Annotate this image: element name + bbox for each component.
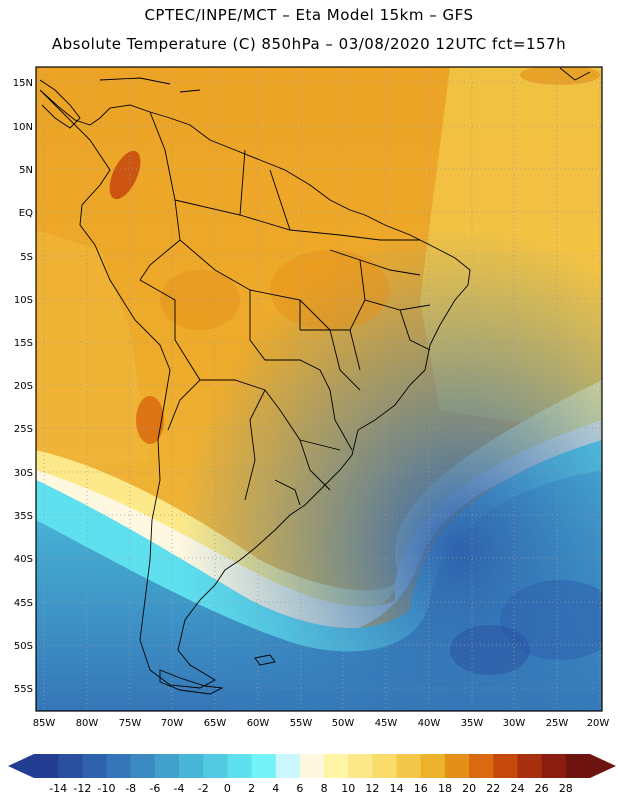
colorbar-swatch <box>444 754 470 778</box>
lon-tick-label: 45W <box>375 718 398 729</box>
caribbean-islands <box>99 67 591 93</box>
colorbar-label: 0 <box>224 782 231 795</box>
colorbar-swatch <box>541 754 567 778</box>
colorbar-label: 2 <box>248 782 255 795</box>
colorbar-swatch <box>420 754 446 778</box>
colorbar-label: 8 <box>321 782 328 795</box>
map-title-line2: Absolute Temperature (C) 850hPa – 03/08/… <box>51 35 567 53</box>
colorbar-label: 28 <box>559 782 573 795</box>
colorbar-swatch <box>58 754 83 778</box>
lat-tick-label: 35S <box>14 511 33 522</box>
brazil-state-borders <box>299 249 431 371</box>
lat-tick-label: 25S <box>14 424 33 435</box>
lon-tick-label: 35W <box>461 718 484 729</box>
lat-tick-label: 55S <box>14 684 33 695</box>
lat-lon-grid <box>36 67 602 711</box>
lat-tick-label: 50S <box>14 641 33 652</box>
colorbar-label: 16 <box>414 782 428 795</box>
lon-tick-label: 60W <box>247 718 270 729</box>
lon-tick-label: 50W <box>332 718 355 729</box>
lon-tick-label: 55W <box>290 718 313 729</box>
lon-tick-label: 75W <box>119 718 142 729</box>
colorbar-swatch <box>324 754 349 778</box>
colorbar: -14 -12 -10 -8 -6 -4 -2 0 2 4 6 8 10 12 14 16 18 20 22 24 26… <box>8 754 616 795</box>
colorbar-swatch <box>251 754 277 778</box>
colorbar-swatch <box>348 754 373 778</box>
lat-tick-label: 5S <box>20 252 33 263</box>
colorbar-swatch <box>469 754 494 778</box>
lat-tick-label: 30S <box>14 468 33 479</box>
colorbar-swatch <box>227 754 252 778</box>
colorbar-swatch <box>130 754 156 778</box>
lon-tick-label: 40W <box>418 718 441 729</box>
colorbar-arrow-low <box>8 754 34 778</box>
colorbar-label: -2 <box>198 782 209 795</box>
lat-tick-label: 40S <box>14 554 33 565</box>
map-title-line1: CPTEC/INPE/MCT – Eta Model 15km – GFS <box>144 6 474 24</box>
tierra-del-fuego <box>159 669 224 695</box>
colorbar-label: 14 <box>390 782 404 795</box>
colorbar-swatch <box>82 754 107 778</box>
colorbar-label: -8 <box>125 782 136 795</box>
lat-tick-label: 20S <box>14 381 33 392</box>
colorbar-label: 10 <box>341 782 355 795</box>
lat-tick-label: 45S <box>14 598 33 609</box>
colorbar-label: -12 <box>73 782 91 795</box>
coastlines-borders <box>39 67 591 695</box>
lon-tick-label: 85W <box>33 718 56 729</box>
colorbar-label: -6 <box>149 782 160 795</box>
colorbar-label: 22 <box>486 782 500 795</box>
lon-tick-label: 30W <box>503 718 526 729</box>
lat-tick-label: EQ <box>19 208 33 219</box>
lat-tick-label: 15S <box>14 338 33 349</box>
central-america-coastline <box>39 79 81 129</box>
lon-axis: 85W 80W 75W 70W 65W 60W 55W 50W 45W 40W … <box>33 718 610 729</box>
colorbar-swatch <box>565 754 591 778</box>
lat-tick-label: 5N <box>19 165 33 176</box>
colorbar-swatch <box>179 754 204 778</box>
colorbar-swatch <box>299 754 325 778</box>
lon-tick-label: 65W <box>204 718 227 729</box>
lat-tick-label: 10N <box>13 122 33 133</box>
lat-tick-label: 10S <box>14 295 33 306</box>
colorbar-label: -14 <box>49 782 67 795</box>
colorbar-label: 6 <box>296 782 303 795</box>
colorbar-swatch <box>372 754 398 778</box>
colorbar-swatch <box>517 754 543 778</box>
colorbar-swatch <box>275 754 301 778</box>
colorbar-label: 18 <box>438 782 452 795</box>
lat-axis: 15N 10N 5N EQ 5S 10S 15S 20S 25S 30S 35S… <box>13 78 33 695</box>
colorbar-label: 24 <box>510 782 524 795</box>
colorbar-label: 20 <box>462 782 476 795</box>
colorbar-swatch <box>396 754 422 778</box>
temperature-field <box>36 67 602 711</box>
lon-tick-label: 80W <box>76 718 99 729</box>
colorbar-swatch <box>34 754 59 778</box>
lon-tick-label: 25W <box>546 718 569 729</box>
colorbar-label: -4 <box>174 782 185 795</box>
colorbar-swatch <box>154 754 180 778</box>
lon-tick-label: 70W <box>161 718 184 729</box>
colorbar-swatch <box>203 754 228 778</box>
colorbar-label: 12 <box>365 782 379 795</box>
colorbar-arrow-high <box>590 754 616 778</box>
lon-tick-label: 20W <box>587 718 610 729</box>
colorbar-label: 4 <box>272 782 279 795</box>
colorbar-swatch <box>493 754 518 778</box>
map-frame <box>35 66 603 712</box>
falkland-islands <box>254 654 276 666</box>
colorbar-label: -10 <box>98 782 116 795</box>
south-america-coastline <box>39 89 471 689</box>
colorbar-swatch <box>106 754 132 778</box>
colorbar-label: 26 <box>535 782 549 795</box>
lat-tick-label: 15N <box>13 78 33 89</box>
